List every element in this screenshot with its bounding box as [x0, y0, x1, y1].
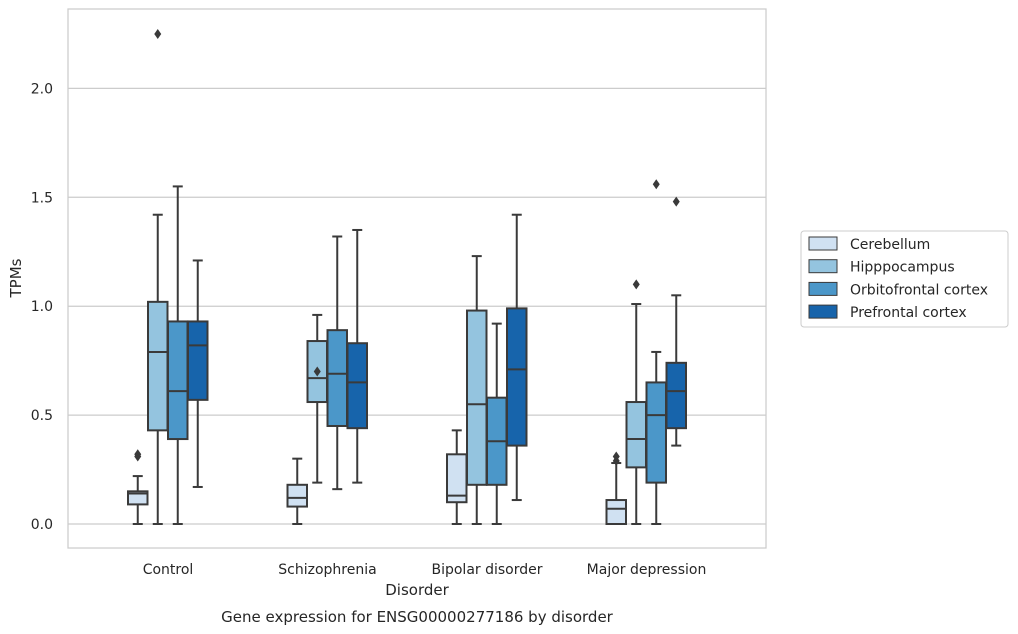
box-body	[645, 381, 667, 484]
x-axis-title: Disorder	[385, 581, 449, 599]
chart-caption: Gene expression for ENSG00000277186 by d…	[221, 608, 614, 626]
y-tick-label: 1.5	[31, 190, 53, 206]
box-body	[346, 342, 368, 430]
legend-items: Cerebellum Hipppocampus Orbitofrontal cort…	[808, 236, 988, 321]
outlier-marker	[134, 449, 142, 460]
box	[605, 451, 627, 525]
box	[286, 457, 308, 525]
box-body	[147, 300, 169, 432]
box-body	[625, 401, 647, 469]
box	[346, 228, 368, 484]
x-tick-label: Schizophrenia	[278, 562, 376, 578]
legend: Cerebellum Hipppocampus Orbitofrontal cort…	[800, 230, 1009, 328]
y-tick-labels: 0.0 0.5 1.0 1.5 2.0	[31, 81, 53, 533]
legend-label: Cerebellum	[850, 237, 930, 253]
box	[486, 322, 508, 525]
box-body	[506, 307, 528, 447]
y-tick-label: 1.0	[31, 299, 53, 315]
outlier-marker	[313, 366, 321, 377]
box-body	[326, 329, 348, 427]
y-axis-title: TPMs	[7, 258, 25, 298]
x-tick-label: Bipolar disorder	[431, 562, 542, 578]
outlier-marker	[154, 28, 162, 39]
box	[326, 235, 348, 491]
outlier-marker	[612, 451, 620, 462]
box	[645, 179, 667, 525]
box	[127, 449, 149, 525]
box-body	[127, 490, 149, 506]
box-body	[187, 320, 209, 401]
outlier-marker	[672, 196, 680, 207]
box-body	[665, 361, 687, 430]
box-body	[286, 483, 308, 508]
x-tick-label: Control	[143, 562, 194, 578]
box-body	[466, 309, 488, 486]
legend-swatch	[808, 304, 838, 319]
box-body	[167, 320, 189, 441]
y-tick-label: 0.0	[31, 517, 53, 533]
box	[187, 259, 209, 488]
legend-frame	[800, 230, 1009, 328]
legend-swatch	[808, 236, 838, 251]
plot-frame	[67, 8, 767, 549]
legend-swatch	[808, 259, 838, 274]
box	[506, 213, 528, 502]
y-tick-label: 2.0	[31, 81, 53, 97]
x-tick-label: Major depression	[587, 562, 707, 578]
box	[665, 196, 687, 447]
x-tick-labels: Control Schizophrenia Bipolar disorder Majo…	[143, 562, 707, 578]
outlier-marker	[652, 179, 660, 190]
legend-label: Orbitofrontal cortex	[850, 282, 988, 298]
box	[147, 28, 169, 525]
y-tick-label: 0.5	[31, 408, 53, 424]
legend-swatch	[808, 281, 838, 296]
legend-label: Hipppocampus	[850, 260, 955, 276]
boxes	[127, 28, 687, 525]
outlier-marker	[632, 279, 640, 290]
box-body	[605, 499, 627, 525]
legend-label: Prefrontal cortex	[850, 305, 967, 321]
box	[306, 313, 328, 484]
